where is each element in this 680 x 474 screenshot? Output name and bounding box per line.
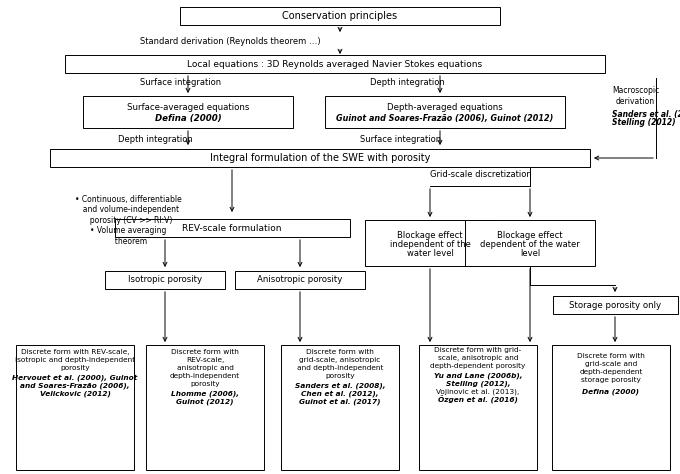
Text: Blockage effect: Blockage effect: [397, 230, 463, 239]
Text: Standard derivation (Reynolds theorem …): Standard derivation (Reynolds theorem …): [139, 36, 320, 46]
Text: water level: water level: [407, 248, 454, 257]
Bar: [65, 55, 605, 73]
Bar: [83, 96, 293, 128]
Text: porosity: porosity: [190, 381, 220, 387]
Bar: [325, 96, 565, 128]
Text: Surface integration: Surface integration: [360, 135, 441, 144]
Text: scale, anisotropic and: scale, anisotropic and: [438, 355, 518, 361]
Text: Grid-scale discretization: Grid-scale discretization: [430, 170, 532, 179]
Bar: [281, 345, 399, 470]
Bar: [16, 345, 134, 470]
Text: Vojinovic et al. (2013),: Vojinovic et al. (2013),: [437, 389, 520, 395]
Text: Özgen et al. (2016): Özgen et al. (2016): [438, 396, 518, 404]
Text: Conservation principles: Conservation principles: [282, 11, 398, 21]
Text: Discrete form with: Discrete form with: [577, 353, 645, 359]
Text: level: level: [520, 248, 540, 257]
Text: Defina (2000): Defina (2000): [154, 113, 222, 122]
Text: Guinot et al. (2017): Guinot et al. (2017): [299, 399, 381, 405]
Bar: [114, 219, 350, 237]
Text: depth-dependent: depth-dependent: [579, 369, 643, 375]
Text: porosity: porosity: [325, 373, 355, 379]
Text: isotropic and depth-independent: isotropic and depth-independent: [15, 357, 135, 363]
Text: REV-scale,: REV-scale,: [186, 357, 224, 363]
Text: Discrete form with REV-scale,: Discrete form with REV-scale,: [21, 349, 129, 355]
Text: grid-scale and: grid-scale and: [585, 361, 637, 367]
Text: Surface-averaged equations: Surface-averaged equations: [126, 102, 249, 111]
Text: Stelling (2012): Stelling (2012): [612, 118, 676, 127]
Text: storage porosity: storage porosity: [581, 377, 641, 383]
Text: Yu and Lane (2006b),: Yu and Lane (2006b),: [434, 373, 522, 379]
Text: Storage porosity only: Storage porosity only: [569, 301, 661, 310]
Text: Guinot (2012): Guinot (2012): [176, 399, 234, 405]
Text: Sanders et al. (2008),: Sanders et al. (2008),: [612, 109, 680, 118]
Text: Depth integration: Depth integration: [118, 135, 192, 144]
Text: Isotropic porosity: Isotropic porosity: [128, 275, 202, 284]
Text: • Continuous, differentiable
  and volume-independent
  porosity (CV >> RI:V)
• : • Continuous, differentiable and volume-…: [75, 195, 182, 246]
Text: dependent of the water: dependent of the water: [480, 239, 580, 248]
Text: and depth-independent: and depth-independent: [296, 365, 384, 371]
Text: and Soares-Frazão (2006),: and Soares-Frazão (2006),: [20, 383, 130, 389]
Bar: [105, 271, 225, 289]
Text: Hervouet et al. (2000), Guinot: Hervouet et al. (2000), Guinot: [12, 374, 137, 381]
Text: grid-scale, anisotropic: grid-scale, anisotropic: [299, 357, 381, 363]
Bar: [419, 345, 537, 470]
Bar: [146, 345, 264, 470]
Text: REV-scale formulation: REV-scale formulation: [182, 224, 282, 233]
Bar: [552, 345, 670, 470]
Text: Macroscopic
derivation: Macroscopic derivation: [612, 86, 659, 106]
Text: Anisotropic porosity: Anisotropic porosity: [257, 275, 343, 284]
Text: Depth integration: Depth integration: [370, 78, 445, 86]
Text: Depth-averaged equations: Depth-averaged equations: [387, 102, 503, 111]
Text: Discrete form with: Discrete form with: [306, 349, 374, 355]
Bar: [465, 220, 595, 266]
Text: independent of the: independent of the: [390, 239, 471, 248]
Bar: [50, 149, 590, 167]
Text: Lhomme (2006),: Lhomme (2006),: [171, 391, 239, 397]
Text: Guinot and Soares-Frazão (2006), Guinot (2012): Guinot and Soares-Frazão (2006), Guinot …: [337, 113, 554, 122]
Bar: [235, 271, 365, 289]
Bar: [552, 296, 677, 314]
Text: anisotropic and: anisotropic and: [177, 365, 233, 371]
Text: depth-dependent porosity: depth-dependent porosity: [430, 363, 526, 369]
Text: Velickovic (2012): Velickovic (2012): [39, 391, 110, 397]
Bar: [365, 220, 495, 266]
Text: Chen et al. (2012),: Chen et al. (2012),: [301, 391, 379, 397]
Text: Stelling (2012),: Stelling (2012),: [446, 381, 510, 387]
Text: Blockage effect: Blockage effect: [497, 230, 563, 239]
Text: porosity: porosity: [61, 365, 90, 371]
Text: depth-independent: depth-independent: [170, 373, 240, 379]
Text: Discrete form with grid-: Discrete form with grid-: [435, 347, 522, 353]
Text: Local equations : 3D Reynolds averaged Navier Stokes equations: Local equations : 3D Reynolds averaged N…: [188, 60, 483, 69]
Bar: [180, 7, 500, 25]
Text: Integral formulation of the SWE with porosity: Integral formulation of the SWE with por…: [210, 153, 430, 163]
Text: Sanders et al. (2008),: Sanders et al. (2008),: [294, 383, 386, 389]
Text: Defina (2000): Defina (2000): [583, 389, 639, 395]
Text: Discrete form with: Discrete form with: [171, 349, 239, 355]
Text: Surface integration: Surface integration: [140, 78, 221, 86]
